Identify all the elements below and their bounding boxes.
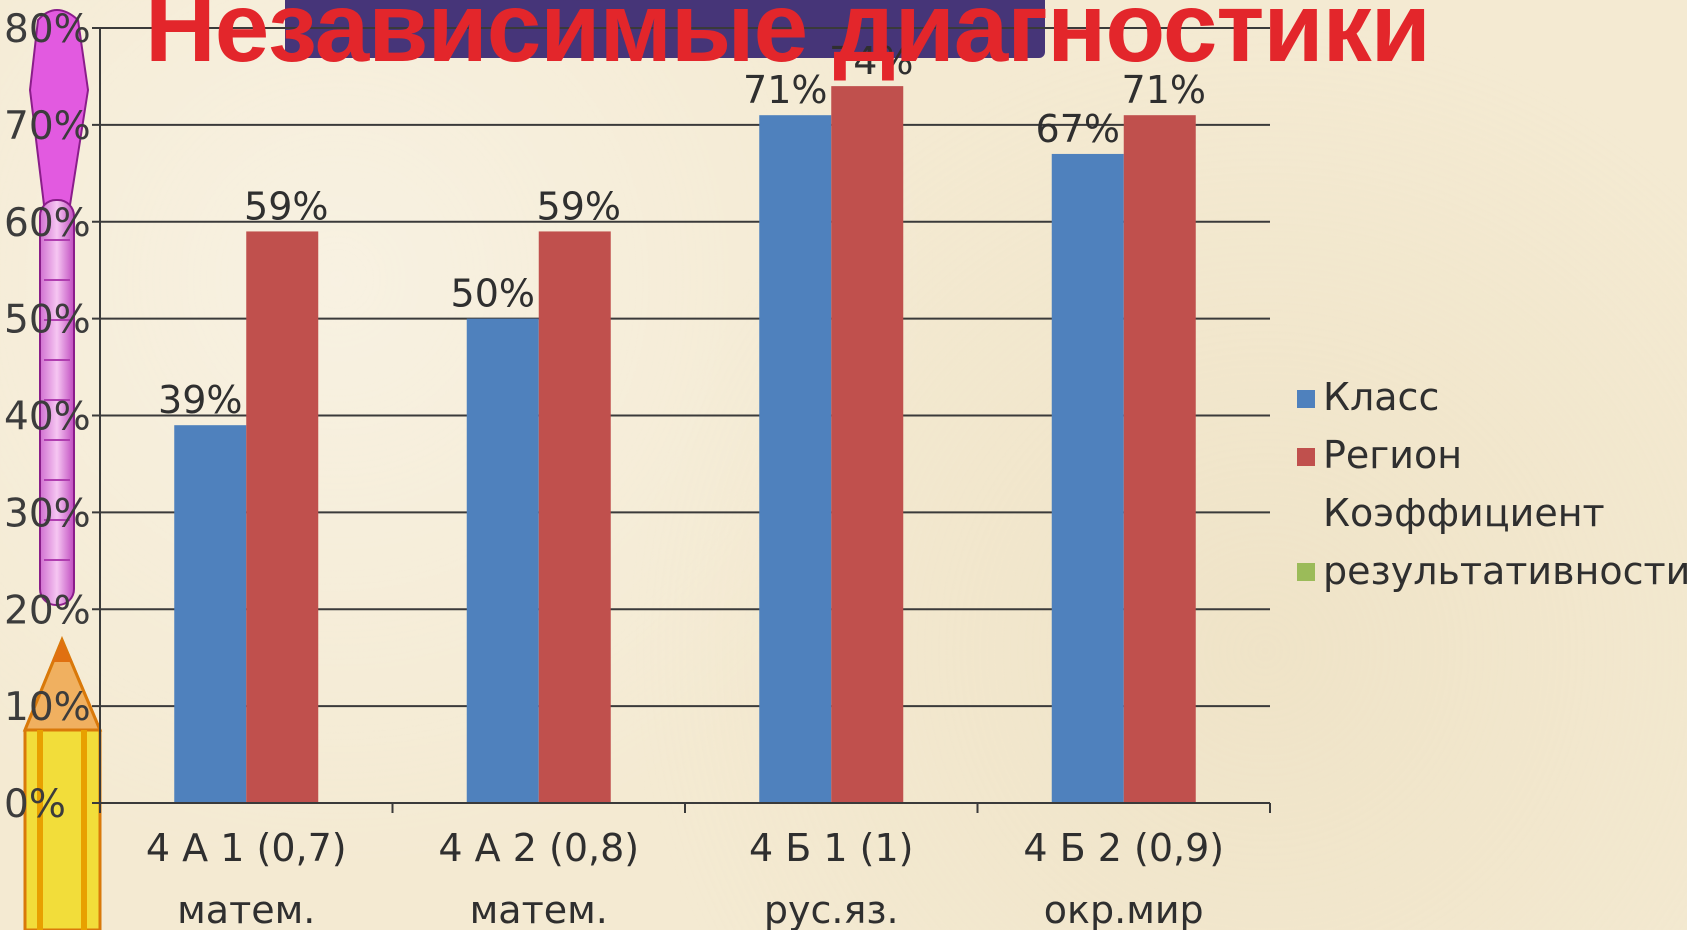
y-tick-label: 40%: [4, 395, 91, 440]
bar: [831, 86, 904, 803]
y-tick-label: 60%: [4, 201, 91, 246]
x-tick-label-subject: матем.: [177, 888, 315, 930]
y-tick-label: 10%: [4, 685, 91, 730]
y-tick-label: 20%: [4, 588, 91, 633]
legend: Класс Регион Коэффициент результативности: [1295, 368, 1687, 600]
bar: [1123, 115, 1196, 803]
bars: [174, 86, 1196, 803]
data-label: 59%: [537, 184, 621, 228]
bar: [174, 425, 247, 803]
legend-item: Регион: [1295, 426, 1687, 484]
data-label: 39%: [158, 378, 242, 422]
legend-label: Класс: [1323, 375, 1440, 419]
bar: [246, 231, 319, 803]
data-label: 71%: [743, 68, 827, 112]
legend-swatch: [1297, 563, 1315, 581]
y-tick-label: 50%: [4, 298, 91, 343]
y-tick-label: 0%: [4, 782, 66, 827]
x-tick-label: 4 А 2 (0,8): [438, 826, 639, 870]
data-labels: 39%59%50%59%71%74%67%71%: [158, 39, 1206, 422]
legend-item: Класс: [1295, 368, 1687, 426]
x-tick-label-subject: окр.мир: [1044, 888, 1204, 930]
bar: [538, 231, 611, 803]
data-label: 67%: [1036, 107, 1120, 151]
x-tick-label: 4 Б 1 (1): [749, 826, 914, 870]
bar: [1051, 153, 1124, 803]
bar: [759, 115, 832, 803]
data-label: 50%: [451, 272, 535, 316]
legend-swatch: [1297, 448, 1315, 466]
x-tick-label-subject: рус.яз.: [764, 888, 899, 930]
data-label: 71%: [1122, 68, 1206, 112]
data-label: 74%: [829, 39, 913, 83]
pencil-decoration: [22, 9, 103, 930]
y-tick-label: 30%: [4, 491, 91, 536]
legend-label: Регион: [1323, 433, 1463, 477]
x-tick-label: 4 А 1 (0,7): [146, 826, 347, 870]
data-label: 59%: [244, 184, 328, 228]
legend-item: Коэффициент результативности: [1295, 484, 1687, 600]
legend-label: Коэффициент: [1323, 491, 1605, 535]
x-axis: 4 А 1 (0,7) матем. 4 А 2 (0,8) матем. 4 Б 1 …: [99, 802, 1271, 930]
page-title: Независимые диагностики: [145, 0, 1431, 82]
y-axis: 0% 10% 20% 30% 40% 50% 60% 70% 80%: [4, 7, 101, 827]
y-tick-label: 70%: [4, 104, 91, 149]
bar: [466, 318, 539, 803]
legend-label: результативности: [1323, 549, 1687, 593]
legend-swatch: [1297, 390, 1315, 408]
x-tick-label-subject: матем.: [470, 888, 608, 930]
y-tick-label: 80%: [4, 7, 91, 52]
x-tick-label: 4 Б 2 (0,9): [1023, 826, 1224, 870]
